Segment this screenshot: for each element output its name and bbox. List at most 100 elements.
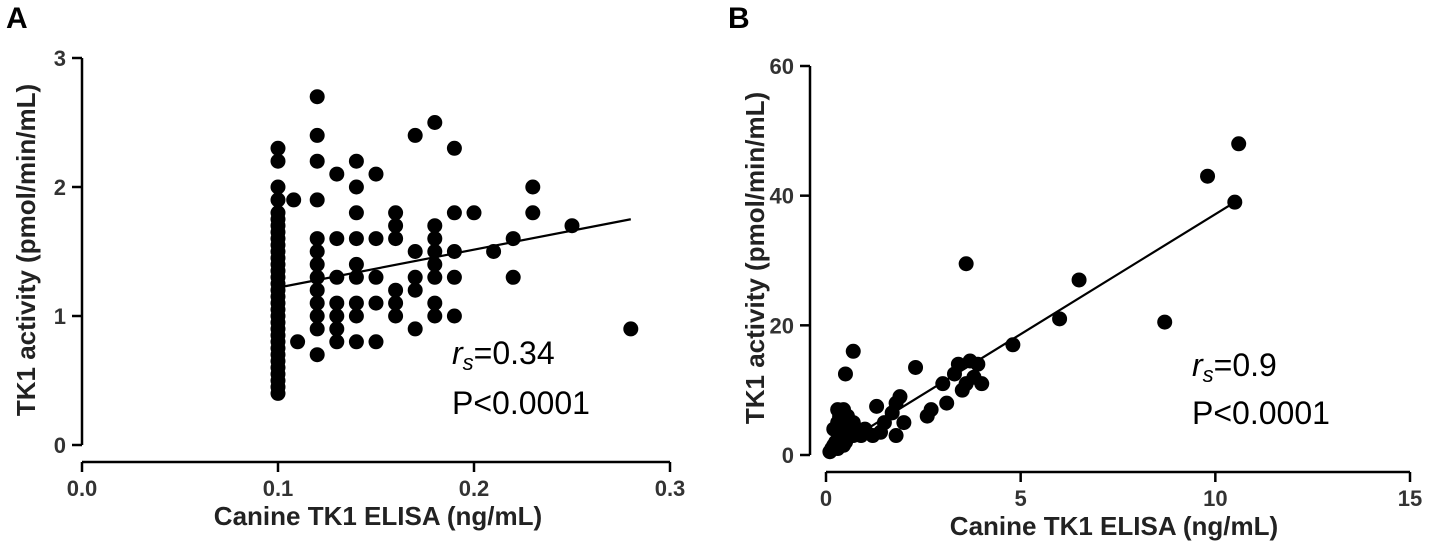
panel-a-data-point: [388, 309, 403, 324]
panel-a-data-point: [286, 192, 301, 207]
panel-a-data-point: [310, 347, 325, 362]
panel-b-y-tick-label: 20: [770, 313, 794, 338]
panel-b-data-point: [892, 389, 907, 404]
panel-b-rs-value: =0.9: [1214, 347, 1277, 383]
panel-a-data-point: [329, 334, 344, 349]
panel-a-data-point: [447, 141, 462, 156]
panel-a-rs-value: =0.34: [474, 335, 555, 371]
panel-a-data-point: [388, 231, 403, 246]
panel-b-data-point: [939, 396, 954, 411]
panel-b-y-axis-title: TK1 activity (pmol/min/mL): [740, 92, 770, 424]
panel-a-data-point: [408, 270, 423, 285]
panel-a-data-point: [310, 270, 325, 285]
panel-b-data-point: [908, 360, 923, 375]
panel-a-data-point: [349, 154, 364, 169]
panel-a-x-ticks: 0.0 0.1 0.2 0.3: [67, 462, 686, 501]
panel-a-data-point: [310, 309, 325, 324]
panel-b-data-point: [1072, 272, 1087, 287]
panel-a-data-point: [349, 231, 364, 246]
panel-b-y-ticks: 0 20 40 60: [770, 54, 810, 468]
panel-a-x-tick-label: 0.3: [655, 476, 686, 501]
panel-a-data-point: [310, 128, 325, 143]
panel-b-rs-subscript: s: [1203, 362, 1214, 387]
figure: A 0 1 2 3 0.0 0.1 0.2 0.3 TK1 activity (pmol/m…: [0, 0, 1430, 550]
panel-b-data-point: [838, 366, 853, 381]
panel-a-data-point: [623, 321, 638, 336]
panel-a-data-point: [310, 257, 325, 272]
panel-a-data-point: [467, 205, 482, 220]
panel-a-data-point: [271, 192, 286, 207]
panel-b-points: [822, 136, 1246, 459]
panel-a-data-point: [349, 180, 364, 195]
panel-a-y-tick-label: 2: [54, 175, 66, 200]
panel-b-label: B: [728, 2, 750, 35]
panel-b-data-point: [869, 399, 884, 414]
panel-a-data-point: [349, 334, 364, 349]
panel-a-y-tick-label: 3: [54, 46, 66, 71]
panel-a-label: A: [6, 2, 28, 35]
panel-a-data-point: [447, 270, 462, 285]
panel-b-x-axis-title: Canine TK1 ELISA (ng/mL): [950, 511, 1278, 541]
panel-a-x-tick-label: 0.2: [459, 476, 490, 501]
panel-b-y-tick-label: 0: [782, 443, 794, 468]
panel-b-y-tick-label: 40: [770, 184, 794, 209]
panel-a-data-point: [271, 141, 286, 156]
panel-b-data-point: [924, 402, 939, 417]
panel-a-data-point: [369, 167, 384, 182]
panel-a-data-point: [427, 231, 442, 246]
panel-a-y-ticks: 0 1 2 3: [54, 46, 82, 458]
panel-b-data-point: [832, 409, 847, 424]
panel-b-data-point: [1200, 169, 1215, 184]
panel-a-data-point: [329, 167, 344, 182]
panel-a-rs-annotation: rs=0.34: [452, 335, 555, 375]
panel-a-data-point: [388, 218, 403, 233]
panel-a-y-tick-label: 1: [54, 304, 66, 329]
panel-a-x-tick-label: 0.1: [263, 476, 294, 501]
panel-a-data-point: [408, 321, 423, 336]
panel-a-data-point: [427, 270, 442, 285]
panel-a-data-point: [349, 296, 364, 311]
panel-a-data-point: [290, 334, 305, 349]
panel-b-x-tick-label: 10: [1203, 486, 1227, 511]
panel-a-data-point: [369, 334, 384, 349]
panel-a-data-point: [408, 244, 423, 259]
panel-b-x-tick-label: 15: [1398, 486, 1422, 511]
panel-b-fit-line: [830, 202, 1235, 452]
panel-a-data-point: [310, 244, 325, 259]
panel-a-data-point: [369, 270, 384, 285]
panel-a-data-point: [271, 154, 286, 169]
panel-a-data-point: [349, 257, 364, 272]
panel-a-data-point: [427, 115, 442, 130]
panel-a-data-point: [388, 296, 403, 311]
panel-a-y-tick-label: 0: [54, 433, 66, 458]
panel-a-data-point: [427, 218, 442, 233]
panel-a-data-point: [369, 296, 384, 311]
panel-a-x-tick-label: 0.0: [67, 476, 98, 501]
panel-a-rs-subscript: s: [463, 350, 474, 375]
panel-a-data-point: [310, 283, 325, 298]
panel-a-p-annotation: P<0.0001: [452, 385, 590, 421]
panel-a-data-point: [349, 205, 364, 220]
panel-a-data-point: [310, 154, 325, 169]
panel-a-data-point: [271, 180, 286, 195]
panel-b-x-tick-label: 5: [1015, 486, 1027, 511]
panel-a-data-point: [271, 386, 286, 401]
panel-a-data-point: [329, 321, 344, 336]
panel-a-data-point: [310, 321, 325, 336]
panel-b-rs-annotation: rs=0.9: [1192, 347, 1277, 387]
panel-b-data-point: [974, 376, 989, 391]
panel-b-data-point: [959, 256, 974, 271]
panel-a-x-axis-title: Canine TK1 ELISA (ng/mL): [214, 501, 542, 531]
panel-a-data-point: [369, 231, 384, 246]
panel-b-data-point: [896, 415, 911, 430]
panel-b-x-tick-label: 0: [820, 486, 832, 511]
panel-a-data-point: [447, 205, 462, 220]
panel-a-data-point: [310, 231, 325, 246]
panel-a: A 0 1 2 3 0.0 0.1 0.2 0.3 TK1 activity (pmol/m…: [6, 2, 685, 531]
panel-a-data-point: [310, 89, 325, 104]
panel-a-data-point: [427, 309, 442, 324]
panel-a-data-point: [506, 270, 521, 285]
panel-a-data-point: [349, 309, 364, 324]
panel-a-data-point: [408, 128, 423, 143]
panel-b-data-point: [846, 344, 861, 359]
